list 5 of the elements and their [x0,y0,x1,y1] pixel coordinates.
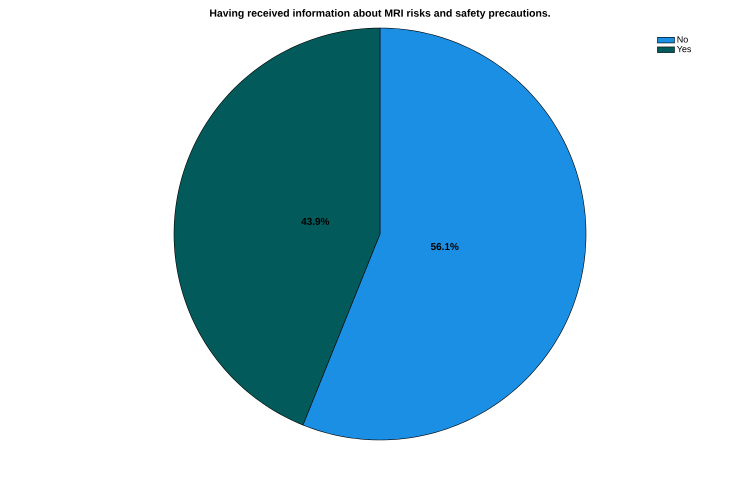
legend-label: Yes [676,46,692,52]
legend-label: No [678,36,688,43]
data-label: 43.9% [301,218,330,225]
chart-title: Having received information about MRI risks and safety precautions. [210,9,550,19]
data-label: 56.1% [430,243,459,250]
